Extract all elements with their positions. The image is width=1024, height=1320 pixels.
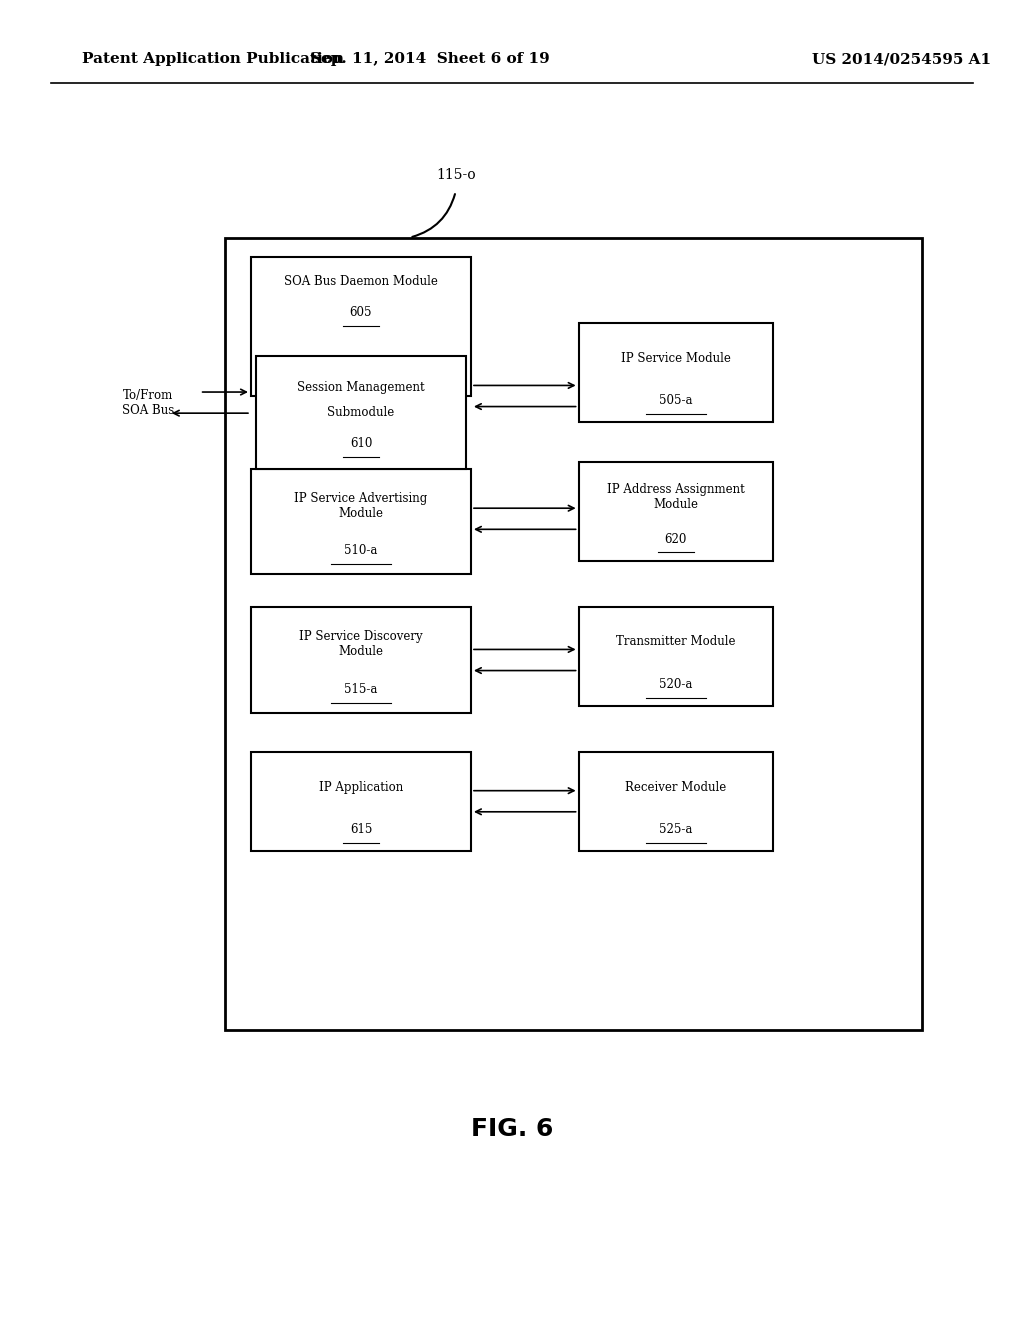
FancyBboxPatch shape bbox=[579, 462, 773, 561]
Text: 610: 610 bbox=[350, 437, 372, 450]
FancyBboxPatch shape bbox=[579, 323, 773, 422]
Text: IP Address Assignment
Module: IP Address Assignment Module bbox=[607, 483, 744, 511]
Text: Submodule: Submodule bbox=[328, 407, 394, 418]
Text: IP Service Module: IP Service Module bbox=[621, 351, 731, 364]
Text: To/From
SOA Bus: To/From SOA Bus bbox=[122, 388, 175, 417]
Text: 520-a: 520-a bbox=[659, 678, 692, 690]
Text: 620: 620 bbox=[665, 533, 687, 545]
Text: Receiver Module: Receiver Module bbox=[626, 780, 726, 793]
Text: IP Application: IP Application bbox=[318, 780, 403, 793]
FancyBboxPatch shape bbox=[251, 752, 471, 851]
FancyBboxPatch shape bbox=[251, 607, 471, 713]
Text: US 2014/0254595 A1: US 2014/0254595 A1 bbox=[812, 53, 990, 66]
Text: 515-a: 515-a bbox=[344, 682, 378, 696]
Text: FIG. 6: FIG. 6 bbox=[471, 1117, 553, 1140]
FancyBboxPatch shape bbox=[256, 356, 466, 469]
Text: SOA Bus Daemon Module: SOA Bus Daemon Module bbox=[284, 275, 438, 288]
FancyBboxPatch shape bbox=[225, 238, 922, 1030]
Text: 615: 615 bbox=[350, 824, 372, 836]
FancyBboxPatch shape bbox=[579, 752, 773, 851]
Text: Sep. 11, 2014  Sheet 6 of 19: Sep. 11, 2014 Sheet 6 of 19 bbox=[310, 53, 550, 66]
Text: 505-a: 505-a bbox=[659, 395, 692, 407]
Text: Patent Application Publication: Patent Application Publication bbox=[82, 53, 344, 66]
Text: 115-o: 115-o bbox=[436, 168, 475, 182]
Text: 605: 605 bbox=[350, 306, 372, 319]
Text: Transmitter Module: Transmitter Module bbox=[616, 635, 735, 648]
FancyBboxPatch shape bbox=[579, 607, 773, 706]
Text: IP Service Advertising
Module: IP Service Advertising Module bbox=[294, 491, 428, 520]
FancyBboxPatch shape bbox=[251, 469, 471, 574]
FancyBboxPatch shape bbox=[251, 257, 471, 396]
Text: 525-a: 525-a bbox=[659, 824, 692, 836]
Text: IP Service Discovery
Module: IP Service Discovery Module bbox=[299, 630, 423, 659]
Text: 510-a: 510-a bbox=[344, 544, 378, 557]
Text: Session Management: Session Management bbox=[297, 381, 425, 395]
